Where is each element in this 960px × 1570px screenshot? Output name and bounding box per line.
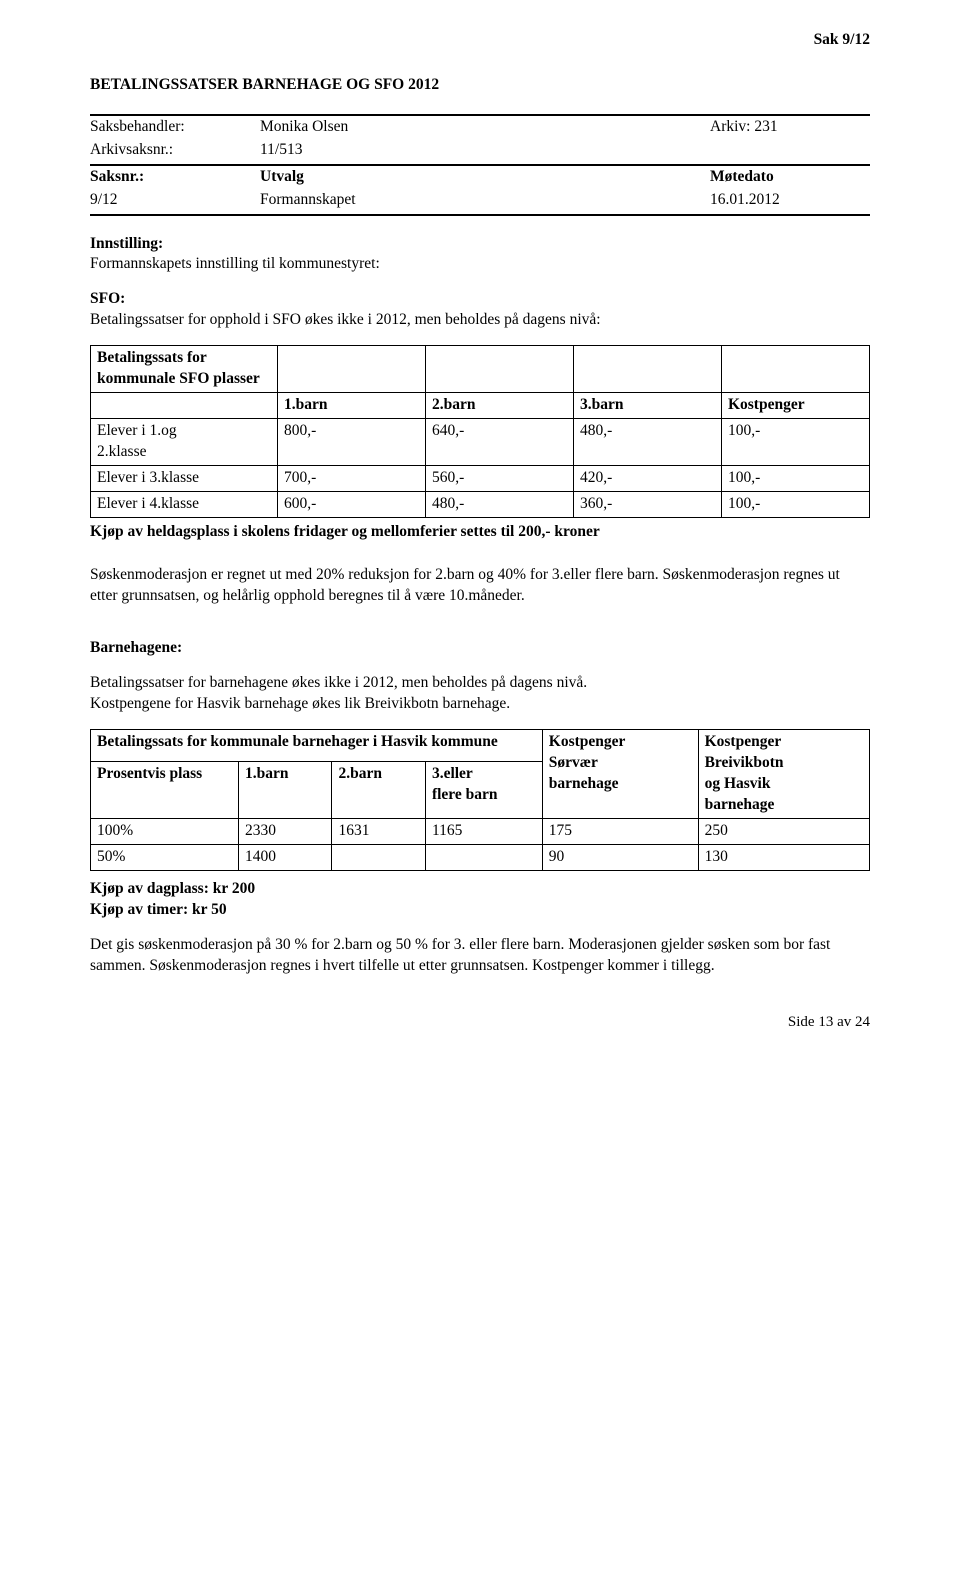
sfo-col-1: 1.barn bbox=[277, 393, 425, 419]
bh-cell: 250 bbox=[698, 818, 869, 844]
meta-row-num: 9/12 bbox=[90, 189, 260, 212]
meta-row-date: 16.01.2012 bbox=[710, 189, 870, 212]
sfo-cell: 480,- bbox=[573, 418, 721, 465]
table-row: Elever i 4.klasse 600,- 480,- 360,- 100,… bbox=[91, 491, 870, 517]
barnehage-heading: Barnehagene: bbox=[90, 638, 870, 659]
bh-dagplass: Kjøp av dagplass: kr 200 bbox=[90, 879, 870, 900]
document-title: BETALINGSSATSER BARNEHAGE OG SFO 2012 bbox=[90, 75, 870, 96]
meta-row-utvalg: Formannskapet bbox=[260, 189, 710, 212]
sfo-col-3: 3.barn bbox=[573, 393, 721, 419]
sfo-heading: SFO: bbox=[90, 289, 870, 310]
bh-sub-1: Prosentvis plass bbox=[91, 761, 239, 818]
sfo-cell: 560,- bbox=[425, 465, 573, 491]
sfo-cell: 100,- bbox=[721, 418, 869, 465]
bh-timer: Kjøp av timer: kr 50 bbox=[90, 900, 870, 921]
sfo-row-label: Elever i 1.og 2.klasse bbox=[91, 418, 278, 465]
bh-cell: 130 bbox=[698, 844, 869, 870]
saksbehandler-value: Monika Olsen bbox=[260, 116, 710, 139]
page-number: Side 13 av 24 bbox=[90, 1012, 870, 1032]
bh-moderation-text: Det gis søskenmoderasjon på 30 % for 2.b… bbox=[90, 935, 870, 977]
table-row: 50% 1400 90 130 bbox=[91, 844, 870, 870]
bh-hdr-main: Betalingssats for kommunale barnehager i… bbox=[91, 730, 543, 762]
sfo-col-4: Kostpenger bbox=[721, 393, 869, 419]
bh-cell: 90 bbox=[542, 844, 698, 870]
bh-sub-2: 1.barn bbox=[239, 761, 332, 818]
bh-cell: 175 bbox=[542, 818, 698, 844]
barnehage-intro-2: Kostpengene for Hasvik barnehage økes li… bbox=[90, 694, 870, 715]
sfo-cell: 360,- bbox=[573, 491, 721, 517]
table-row: 100% 2330 1631 1165 175 250 bbox=[91, 818, 870, 844]
bh-cell: 100% bbox=[91, 818, 239, 844]
sfo-cell: 700,- bbox=[277, 465, 425, 491]
bh-cell: 1631 bbox=[332, 818, 425, 844]
sfo-row-label: Elever i 4.klasse bbox=[91, 491, 278, 517]
bh-hdr-breiv: Kostpenger Breivikbotn og Hasvik barneha… bbox=[698, 730, 869, 819]
bh-cell: 50% bbox=[91, 844, 239, 870]
saksbehandler-label: Saksbehandler: bbox=[90, 116, 260, 139]
barnehage-intro-1: Betalingssatser for barnehagene økes ikk… bbox=[90, 673, 870, 694]
bh-cell: 2330 bbox=[239, 818, 332, 844]
sfo-col-2: 2.barn bbox=[425, 393, 573, 419]
barnehage-table: Betalingssats for kommunale barnehager i… bbox=[90, 729, 870, 871]
arkivsaksnr-label: Arkivsaksnr.: bbox=[90, 139, 260, 162]
sfo-table: Betalingssats for kommunale SFO plasser … bbox=[90, 345, 870, 517]
bh-sub-4: 3.eller flere barn bbox=[425, 761, 542, 818]
sfo-table-title: Betalingssats for kommunale SFO plasser bbox=[91, 346, 278, 393]
table-row: Betalingssats for kommunale barnehager i… bbox=[91, 730, 870, 762]
table-row: 1.barn 2.barn 3.barn Kostpenger bbox=[91, 393, 870, 419]
sfo-cell: 600,- bbox=[277, 491, 425, 517]
sfo-cell: 100,- bbox=[721, 491, 869, 517]
innstilling-sub: Formannskapets innstilling til kommunest… bbox=[90, 254, 870, 275]
sfo-moderation-text: Søskenmoderasjon er regnet ut med 20% re… bbox=[90, 565, 870, 607]
table-row: Elever i 3.klasse 700,- 560,- 420,- 100,… bbox=[91, 465, 870, 491]
sfo-intro: Betalingssatser for opphold i SFO økes i… bbox=[90, 310, 870, 331]
sfo-after-note: Kjøp av heldagsplass i skolens fridager … bbox=[90, 522, 870, 543]
bh-cell: 1400 bbox=[239, 844, 332, 870]
arkiv-label: Arkiv: 231 bbox=[710, 116, 870, 139]
case-ref: Sak 9/12 bbox=[90, 30, 870, 51]
utvalg-label: Utvalg bbox=[260, 166, 710, 189]
sfo-cell: 420,- bbox=[573, 465, 721, 491]
table-row: Betalingssats for kommunale SFO plasser bbox=[91, 346, 870, 393]
sfo-row-label: Elever i 3.klasse bbox=[91, 465, 278, 491]
sfo-cell: 640,- bbox=[425, 418, 573, 465]
bh-cell bbox=[332, 844, 425, 870]
bh-cell: 1165 bbox=[425, 818, 542, 844]
innstilling-heading: Innstilling: bbox=[90, 234, 870, 255]
bh-sub-3: 2.barn bbox=[332, 761, 425, 818]
meta-block-2: Saksnr.: Utvalg Møtedato 9/12 Formannska… bbox=[90, 166, 870, 212]
bh-cell bbox=[425, 844, 542, 870]
sfo-cell: 100,- bbox=[721, 465, 869, 491]
motedato-label: Møtedato bbox=[710, 166, 870, 189]
saksnr-label: Saksnr.: bbox=[90, 166, 260, 189]
meta-block: Saksbehandler: Monika Olsen Arkiv: 231 A… bbox=[90, 116, 870, 162]
table-row: Elever i 1.og 2.klasse 800,- 640,- 480,-… bbox=[91, 418, 870, 465]
sfo-cell: 480,- bbox=[425, 491, 573, 517]
bh-hdr-sorv: Kostpenger Sørvær barnehage bbox=[542, 730, 698, 819]
arkivsaksnr-value: 11/513 bbox=[260, 139, 710, 162]
sfo-cell: 800,- bbox=[277, 418, 425, 465]
